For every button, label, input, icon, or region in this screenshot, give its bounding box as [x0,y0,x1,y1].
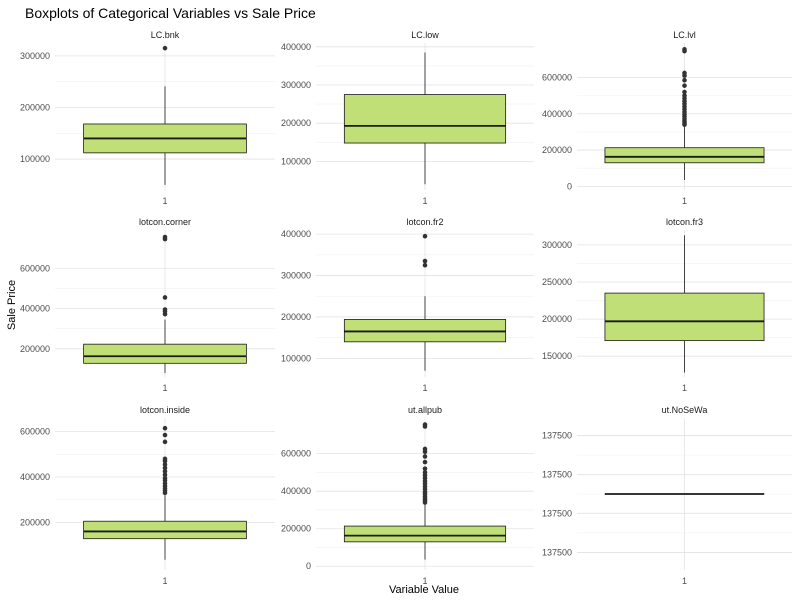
outlier-point [162,45,168,51]
facet-panels: 100000 200000 300000 1 LC.bnk 100000 200000 300… [20,30,792,586]
y-tick-label: 137500 [542,431,572,441]
y-tick-label: 137500 [542,547,572,557]
outlier-point [422,446,428,452]
x-tick-label: 1 [682,576,687,586]
box-iqr [604,292,765,342]
y-tick-label: 400000 [281,486,311,496]
facet-panel: 0 200000 400000 600000 1 ut.allpub [281,405,534,586]
y-tick-label: 600000 [20,263,50,273]
facet-strip-label: lotcon.corner [139,217,191,227]
outlier-point [682,83,687,88]
facet-panel: 137500 137500 137500 137500 1 ut.NoSeWa [542,405,792,586]
facet-strip-label: ut.NoSeWa [662,405,708,415]
facet-strip-label: ut.allpub [408,405,442,415]
y-tick-label: 0 [567,181,572,191]
y-tick-label: 137500 [542,508,572,518]
outlier-point [162,465,168,471]
y-tick-label: 300000 [20,51,50,61]
y-tick-label: 300000 [281,80,311,90]
x-tick-label: 1 [162,196,167,206]
y-tick-label: 200000 [281,118,311,128]
outlier-point [162,234,168,240]
outlier-point [162,425,168,431]
y-tick-label: 200000 [281,524,311,534]
x-tick-label: 1 [682,383,687,393]
outlier-point [162,439,168,445]
outlier-point [422,422,428,427]
facet-strip-label: lotcon.inside [140,405,190,415]
outlier-point [682,77,687,83]
y-tick-label: 200000 [542,314,572,324]
outlier-point [422,258,428,264]
outlier-point [162,295,168,300]
y-tick-label: 200000 [20,344,50,354]
x-tick-label: 1 [682,196,687,206]
y-tick-label: 400000 [281,42,311,52]
box-iqr [604,147,765,164]
y-tick-label: 200000 [20,517,50,527]
outlier-point [162,472,168,478]
y-tick-label: 300000 [542,240,572,250]
x-axis-label: Variable Value [389,584,459,596]
outlier-point [682,70,687,76]
outlier-point [422,466,428,471]
x-tick-label: 1 [422,383,427,393]
y-tick-label: 600000 [542,72,572,82]
y-tick-label: 600000 [281,449,311,459]
outlier-point [162,456,168,462]
outlier-point [422,262,428,268]
outlier-point [422,470,428,475]
y-tick-label: 600000 [20,427,50,437]
facet-panel: 100000 200000 300000 400000 1 LC.low [281,30,534,206]
facet-panel: 100000 200000 300000 1 LC.bnk [20,30,275,206]
outlier-point [422,454,428,459]
box-iqr [343,94,507,144]
y-tick-label: 150000 [542,351,572,361]
outlier-point [162,307,168,312]
facet-strip-label: lotcon.fr3 [666,217,703,227]
y-tick-label: 100000 [281,353,311,363]
x-tick-label: 1 [422,576,427,586]
box-iqr [83,343,247,364]
y-axis-label: Sale Price [6,280,18,330]
box-iqr [83,520,247,540]
facet-strip-label: LC.low [411,30,439,40]
outlier-point [162,462,168,467]
x-tick-label: 1 [422,196,427,206]
y-tick-label: 250000 [542,277,572,287]
y-tick-label: 400000 [542,109,572,119]
outlier-point [162,475,168,481]
y-tick-label: 100000 [20,154,50,164]
facet-panel: 0 200000 400000 600000 1 LC.lvl [542,30,792,206]
facet-panel: 200000 400000 600000 1 lotcon.inside [20,405,275,586]
outlier-point [682,89,687,95]
facet-strip-label: LC.bnk [151,30,180,40]
chart-title: Boxplots of Categorical Variables vs Sal… [25,5,316,21]
y-tick-label: 200000 [542,145,572,155]
outlier-point [422,459,428,465]
outlier-point [422,233,428,239]
outlier-point [162,469,168,474]
facet-panel: 200000 400000 600000 1 lotcon.corner [20,217,275,393]
y-tick-label: 400000 [20,304,50,314]
y-tick-label: 400000 [20,472,50,482]
y-tick-label: 200000 [281,312,311,322]
facet-strip-label: LC.lvl [673,30,696,40]
outlier-point [162,432,168,438]
facet-panel: 150000 200000 250000 300000 1 lotcon.fr3 [542,217,792,393]
y-tick-label: 400000 [281,229,311,239]
x-tick-label: 1 [162,383,167,393]
y-tick-label: 0 [306,561,311,571]
outlier-point [682,93,687,98]
facet-panel: 100000 200000 300000 400000 1 lotcon.fr2 [281,217,534,393]
facet-strip-label: lotcon.fr2 [406,217,443,227]
x-tick-label: 1 [162,576,167,586]
y-tick-label: 300000 [281,271,311,281]
y-tick-label: 137500 [542,470,572,480]
y-tick-label: 100000 [281,156,311,166]
outlier-point [682,47,687,52]
box-iqr [343,525,507,543]
y-tick-label: 200000 [20,102,50,112]
